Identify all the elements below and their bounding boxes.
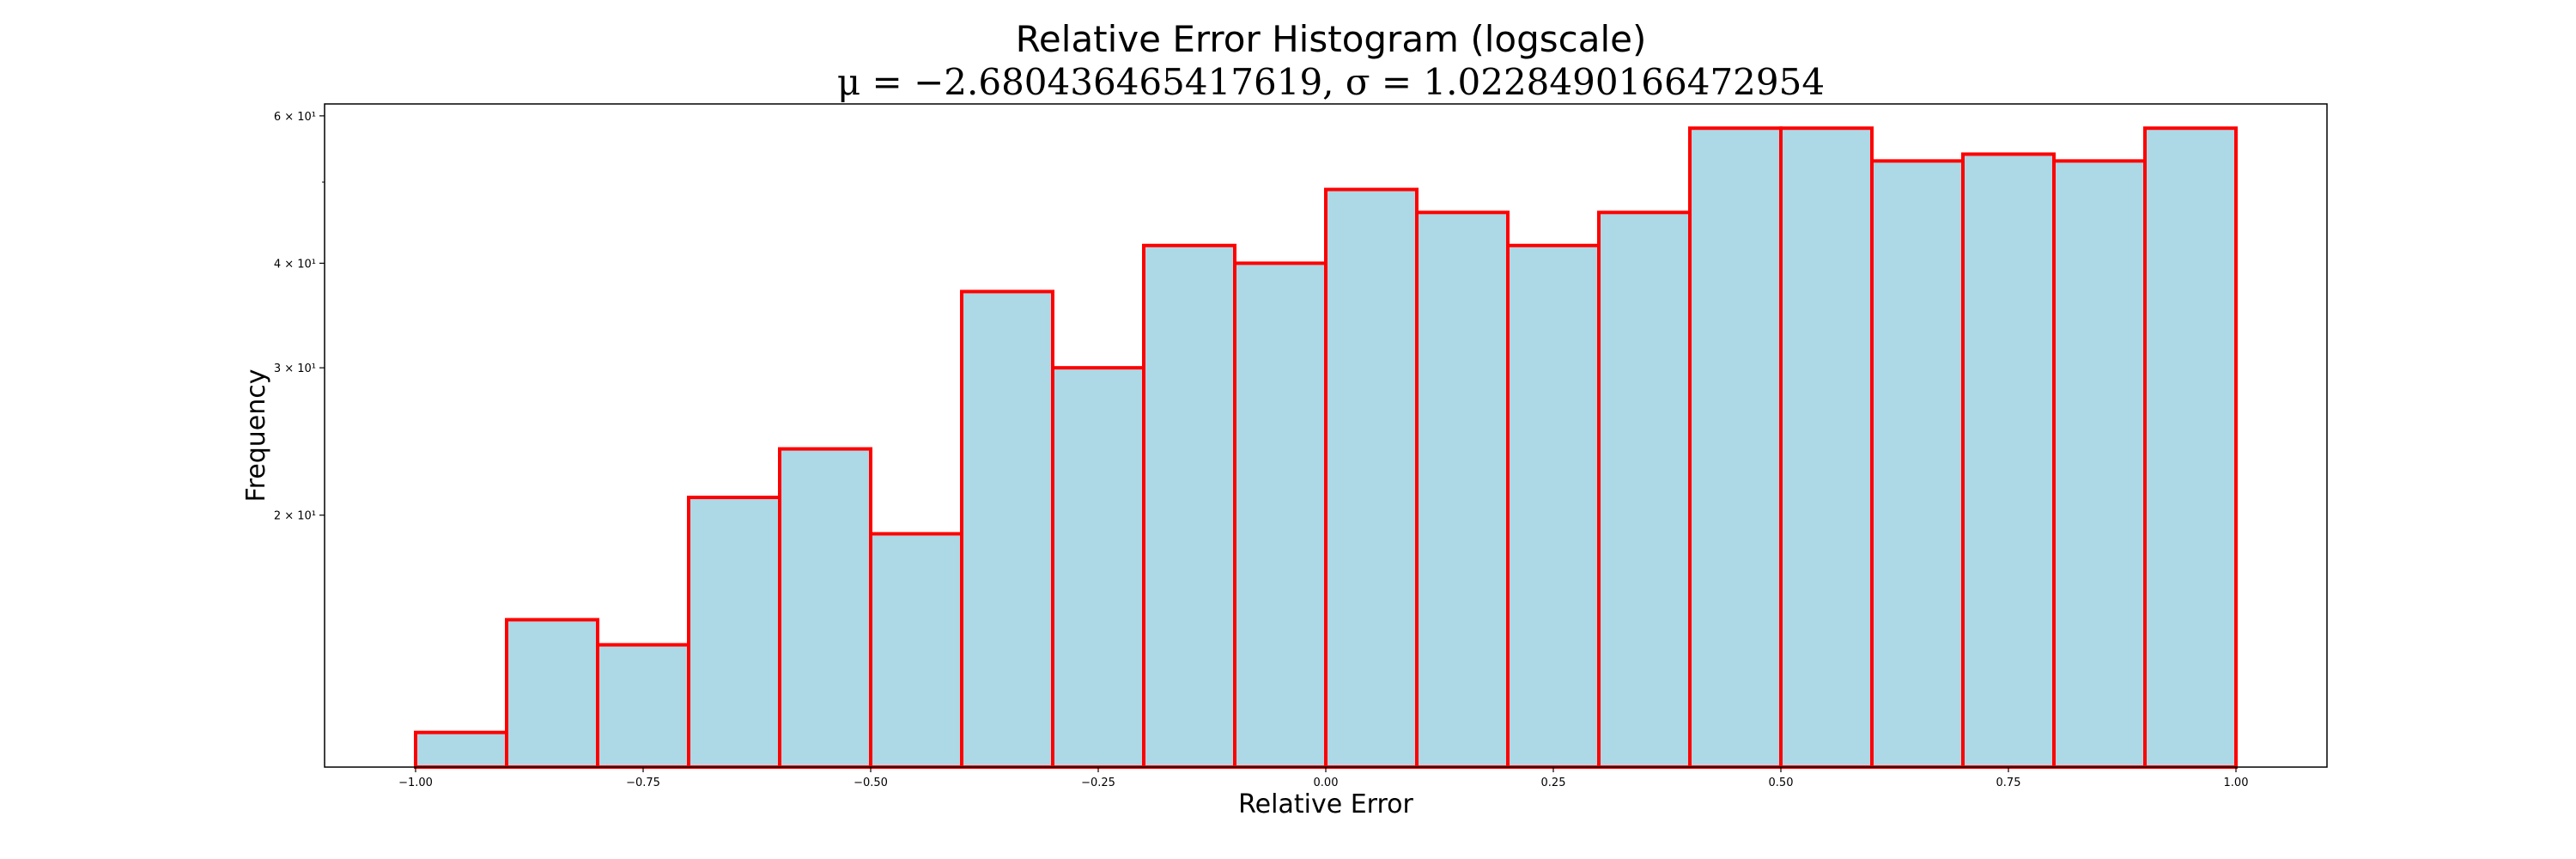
- x-tick-label: −0.50: [854, 777, 888, 789]
- histogram-bar: [2052, 159, 2147, 769]
- histogram-bar: [1597, 210, 1692, 770]
- histogram-bar: [414, 730, 508, 770]
- y-tick-label: 4 × 10¹: [274, 258, 316, 271]
- histogram-bar: [1961, 152, 2056, 769]
- histogram-bar: [1415, 210, 1510, 770]
- histogram-bar: [505, 618, 599, 769]
- chart-title: Relative Error Histogram (logscale): [1016, 18, 1647, 60]
- x-tick-label: −0.75: [626, 777, 660, 789]
- x-tick-label: 0.25: [1541, 777, 1566, 789]
- histogram-bar: [1506, 243, 1601, 770]
- x-tick-label: 0.75: [1996, 777, 2021, 789]
- y-tick-label: 3 × 10¹: [274, 362, 316, 375]
- histogram-bar: [1688, 126, 1783, 770]
- histogram-bar: [1870, 159, 1965, 769]
- x-tick-label: 0.50: [1769, 777, 1794, 789]
- x-axis-label: Relative Error: [1238, 789, 1413, 819]
- histogram-bar: [869, 532, 963, 769]
- y-tick-label: 6 × 10¹: [274, 111, 316, 124]
- x-tick-label: −1.00: [398, 777, 433, 789]
- y-tick-label: 2 × 10¹: [274, 510, 316, 523]
- x-axis-ticks: −1.00 −0.75 −0.50 −0.25 0.00 0.25 0.50 0.75 1.00: [398, 767, 2248, 789]
- x-tick-label: 1.00: [2224, 777, 2249, 789]
- x-tick-label: 0.00: [1314, 777, 1339, 789]
- histogram-bar: [1142, 243, 1236, 770]
- y-axis-ticks: 2 × 10¹ 3 × 10¹ 4 × 10¹ 6 × 10¹: [274, 111, 325, 523]
- histogram-bar: [778, 447, 872, 769]
- y-axis-label: Frequency: [241, 369, 271, 503]
- x-tick-label: −0.25: [1081, 777, 1115, 789]
- histogram-bar: [1779, 126, 1874, 770]
- histogram-bar: [960, 289, 1054, 769]
- histogram-bar: [596, 643, 690, 769]
- histogram-bar: [1233, 261, 1327, 769]
- chart-subtitle: μ = −2.680436465417619, σ = 1.0228490166…: [837, 61, 1825, 103]
- histogram-bar: [687, 496, 781, 769]
- histogram-bar: [1051, 366, 1145, 769]
- histogram-bar: [1324, 187, 1419, 769]
- bars-layer: [414, 126, 2238, 770]
- histogram-bar: [2143, 126, 2238, 770]
